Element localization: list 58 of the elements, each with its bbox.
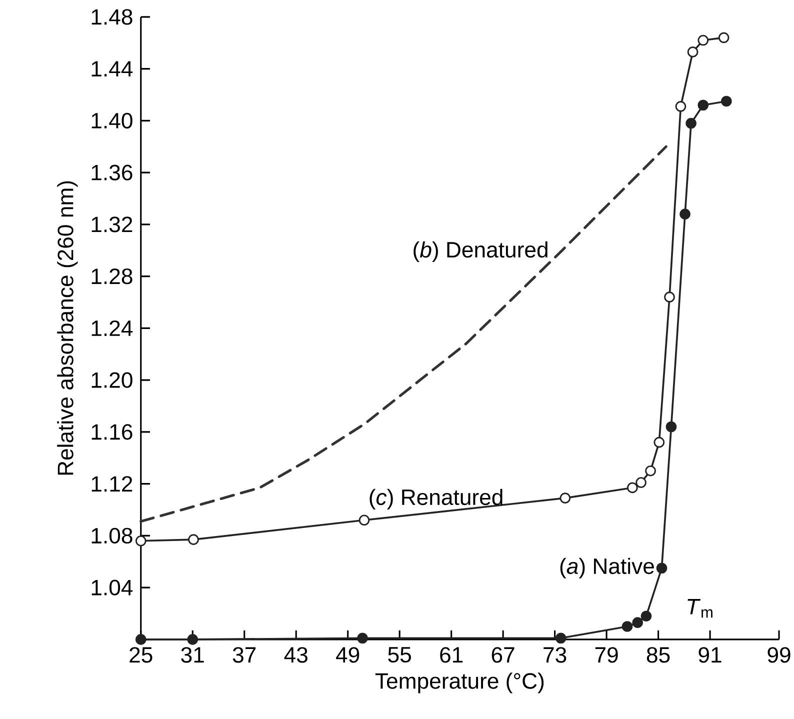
point: [357, 632, 368, 644]
x-tick-label: 37: [232, 647, 256, 663]
y-tick-label: 1.12: [92, 476, 132, 492]
point: [622, 621, 633, 632]
point: [632, 617, 643, 628]
series-label: (b) Denatured: [414, 241, 548, 262]
y-tick-label: 1.04: [92, 580, 133, 596]
point: [555, 632, 566, 644]
x-tick-label: 79: [595, 647, 618, 663]
y-tick-label: 1.16: [92, 424, 132, 440]
y-tick-label: 1.44: [92, 61, 133, 76]
y-tick-label: 1.28: [92, 268, 132, 284]
point: [135, 634, 146, 645]
x-tick-label: 31: [181, 647, 204, 663]
point: [358, 514, 370, 526]
y-tick-label: 1.40: [92, 112, 132, 129]
series-label: (a) Native: [560, 558, 654, 578]
y-tick-label: 1.24: [92, 320, 133, 336]
point: [636, 477, 646, 488]
point: [627, 482, 638, 494]
x-tick-label: 49: [336, 647, 360, 663]
point: [698, 34, 709, 46]
point: [680, 208, 690, 220]
point: [187, 634, 198, 645]
x-tick-label: 67: [492, 647, 514, 663]
point: [687, 46, 698, 58]
y-axis-title: Relative absorbance (260 nm): [57, 181, 78, 475]
point: [188, 534, 199, 546]
x-tick-label: 55: [388, 647, 411, 663]
point: [698, 100, 709, 111]
point: [718, 32, 730, 44]
x-tick-label: 61: [440, 647, 463, 663]
point: [666, 421, 677, 432]
point: [656, 562, 668, 574]
y-tick-label: 1.48: [92, 9, 132, 25]
x-tick-label: 43: [284, 647, 308, 663]
x-tick-label: 99: [768, 647, 790, 663]
series-label: (c) Renatured: [370, 488, 502, 510]
y-tick-label: 1.20: [92, 372, 132, 388]
y-tick-label: 1.08: [92, 528, 132, 544]
annotation: T$_{m}$: [688, 599, 712, 618]
y-tick-label: 1.36: [92, 164, 132, 180]
point: [675, 101, 686, 112]
point: [560, 492, 571, 504]
y-tick-label: 1.32: [92, 216, 132, 232]
point: [654, 436, 665, 448]
point: [645, 465, 656, 476]
x-axis-title: Temperature (°C): [375, 672, 544, 694]
x-tick-label: 91: [698, 647, 722, 663]
point: [640, 610, 652, 622]
point: [686, 118, 696, 129]
x-tick-label: 25: [130, 647, 152, 663]
point: [664, 292, 675, 303]
x-tick-label: 73: [544, 647, 566, 663]
line-series: [140, 145, 668, 523]
point: [135, 536, 146, 546]
x-tick-label: 85: [646, 647, 670, 663]
point: [721, 96, 732, 107]
